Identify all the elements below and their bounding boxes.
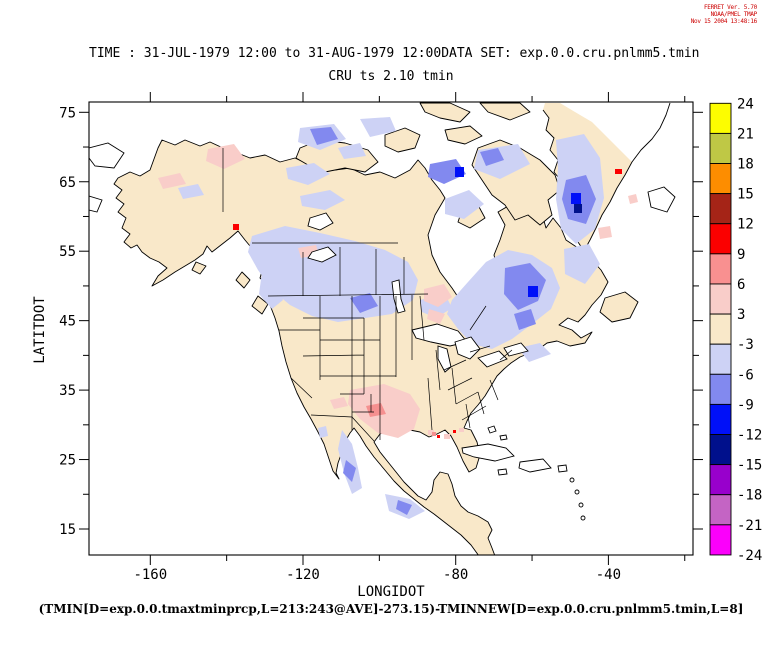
time-range-label: TIME : 31-JUL-1979 12:00 to 31-AUG-1979 … [89, 46, 442, 61]
lake-erie [477, 350, 508, 368]
caribbean-islands [461, 425, 586, 521]
anomaly-patches-periwinkle [310, 127, 596, 515]
colorbar: 24 21 18 15 12 9 6 3 -3 -6 -9 -12 -15 -18 -21 -24 [709, 96, 762, 564]
colorbar-band [709, 373, 732, 405]
antilles-islet [574, 489, 580, 495]
colorbar-label: 12 [737, 217, 754, 233]
colorbar-label: 24 [737, 96, 754, 112]
y-tick-label: 25 [59, 453, 76, 469]
great-slave-lake [307, 246, 337, 263]
bahamas-outline [487, 425, 508, 441]
lakes [307, 212, 529, 373]
x-tick-label: -160 [133, 567, 167, 583]
lake-huron [454, 336, 481, 360]
island-vancouver [251, 295, 269, 315]
x-tick-label: -80 [443, 567, 468, 583]
colorbar-band [709, 343, 732, 375]
plot-subtitle: CRU ts 2.10 tmin [328, 69, 454, 84]
map-frame [88, 101, 694, 556]
lake-ontario [503, 342, 529, 357]
colorbar-label: 18 [737, 157, 754, 173]
map-content [89, 102, 676, 555]
variable-formula: (TMIN[D=exp.0.0.tmaxtminprcp,L=213:243@A… [38, 602, 744, 616]
colorbar-band [709, 223, 732, 255]
island-ellesmere-west [419, 102, 471, 123]
colorbar-label: -18 [737, 488, 762, 504]
colorbar-band [709, 464, 732, 496]
colorbar-label: 6 [737, 277, 745, 293]
y-tick-label: 15 [59, 522, 76, 538]
state-borders-east [419, 295, 513, 431]
province-borders [252, 242, 487, 331]
colorbar-band [709, 253, 732, 285]
colorbar-band [709, 132, 732, 164]
iceland-outline [647, 186, 676, 213]
cuba-outline [461, 443, 515, 462]
colorbar-band [709, 434, 732, 466]
state-borders-west [279, 295, 413, 440]
colorbar-label: 15 [737, 187, 754, 203]
colorbar-band [709, 403, 732, 435]
y-tick-label: 35 [59, 383, 76, 399]
ferret-stamp: FERRET Ver. 5.70 NOAA/PMEL TMAP Nov 15 2… [690, 4, 758, 25]
island-kodiak [191, 261, 207, 275]
hispaniola-outline [518, 458, 552, 473]
siberia-outlines [89, 142, 125, 213]
antilles-islet [580, 515, 586, 521]
colorbar-label: 9 [737, 247, 745, 263]
puerto-rico-outline [557, 464, 568, 473]
colorbar-label: -24 [737, 548, 762, 564]
great-bear-lake [307, 212, 334, 231]
colorbar-label: -9 [737, 397, 754, 413]
x-tick-label: -40 [596, 567, 621, 583]
colorbar-band [709, 102, 732, 134]
jamaica-outline [497, 468, 508, 476]
colorbar-band [709, 283, 732, 315]
island-king-william [384, 127, 421, 153]
dataset-label: DATA SET: exp.0.0.cru.pnlmm5.tmin [441, 46, 700, 61]
colorbar-label: -6 [737, 367, 754, 383]
y-axis-label: LATITDOT [32, 296, 48, 364]
y-tick-label: 45 [59, 314, 76, 330]
colorbar-label: -3 [737, 337, 754, 353]
lake-michigan [437, 345, 452, 373]
island-devon [444, 125, 483, 145]
colorbar-label: -12 [737, 428, 762, 444]
y-tick-label: 55 [59, 244, 76, 260]
plot-title-line1: TIME : 31-JUL-1979 12:00 to 31-AUG-1979 … [89, 46, 699, 61]
ferret-version: FERRET Ver. 5.70 [704, 4, 757, 11]
y-tick-label: 65 [59, 175, 76, 191]
axis-ticks: 75 65 55 45 35 25 15 -160 -120 -80 -40 [59, 92, 703, 583]
x-tick-label: -120 [286, 567, 320, 583]
us-mexico-border [310, 414, 375, 442]
political-borders [222, 148, 513, 442]
x-axis-label: LONGIDOT [357, 584, 425, 600]
island-newfoundland [599, 291, 639, 323]
ferret-timestamp: Nov 15 2004 13:48:16 [690, 18, 758, 25]
y-tick-label: 75 [59, 105, 76, 121]
colorbar-band [709, 524, 732, 556]
anomaly-patches-lavender [178, 117, 604, 519]
island-haida-gwaii [235, 271, 251, 289]
colorbar-band [709, 494, 732, 526]
colorbar-label: 3 [737, 307, 745, 323]
us-canada-border [267, 293, 429, 297]
colorbar-band [709, 193, 732, 225]
anomaly-patches-blue [455, 167, 582, 297]
lake-winnipeg [391, 279, 406, 314]
colorbar-band [709, 163, 732, 195]
colorbar-band [709, 313, 732, 345]
antilles-islet [569, 477, 575, 483]
ferret-org: NOAA/PMEL TMAP [710, 11, 758, 18]
island-ellesmere-east [479, 102, 531, 121]
colorbar-label: 21 [737, 126, 754, 142]
antilles-islet [578, 502, 584, 508]
colorbar-label: -21 [737, 518, 762, 534]
colorbar-label: -15 [737, 458, 762, 474]
